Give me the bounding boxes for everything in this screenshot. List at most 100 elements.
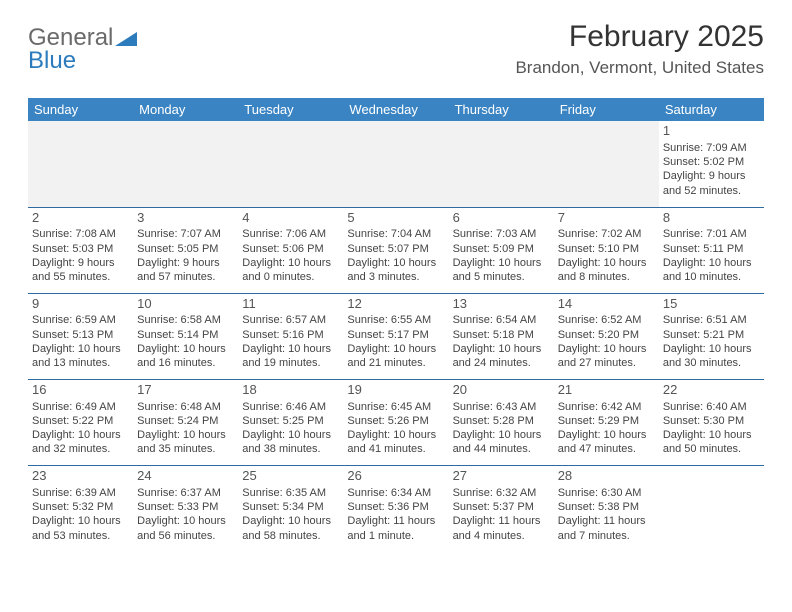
logo-word-blue: Blue [28,49,137,73]
day-number: 13 [453,296,550,313]
calendar-body: 1Sunrise: 7:09 AMSunset: 5:02 PMDaylight… [28,121,764,551]
calendar-week-row: 1Sunrise: 7:09 AMSunset: 5:02 PMDaylight… [28,121,764,207]
day-number: 27 [453,468,550,485]
calendar-week-row: 23Sunrise: 6:39 AMSunset: 5:32 PMDayligh… [28,465,764,551]
sunset-text: Sunset: 5:14 PM [137,328,234,342]
day-number: 9 [32,296,129,313]
sunset-text: Sunset: 5:38 PM [558,500,655,514]
sunset-text: Sunset: 5:03 PM [32,242,129,256]
daylight-text: and 30 minutes. [663,356,760,370]
sunset-text: Sunset: 5:11 PM [663,242,760,256]
sunset-text: Sunset: 5:33 PM [137,500,234,514]
daylight-text: Daylight: 10 hours [137,428,234,442]
sunrise-text: Sunrise: 6:40 AM [663,400,760,414]
daylight-text: and 56 minutes. [137,529,234,543]
sunset-text: Sunset: 5:36 PM [347,500,444,514]
day-number: 19 [347,382,444,399]
weekday-header: Sunday [28,98,133,121]
sunrise-text: Sunrise: 6:51 AM [663,313,760,327]
day-number: 16 [32,382,129,399]
sunrise-text: Sunrise: 7:09 AM [663,141,760,155]
daylight-text: Daylight: 11 hours [453,514,550,528]
daylight-text: and 7 minutes. [558,529,655,543]
sunrise-text: Sunrise: 7:08 AM [32,227,129,241]
weekday-header-row: Sunday Monday Tuesday Wednesday Thursday… [28,98,764,121]
daylight-text: Daylight: 9 hours [32,256,129,270]
calendar-day-cell: 13Sunrise: 6:54 AMSunset: 5:18 PMDayligh… [449,293,554,379]
daylight-text: Daylight: 10 hours [453,256,550,270]
sunset-text: Sunset: 5:30 PM [663,414,760,428]
daylight-text: and 32 minutes. [32,442,129,456]
calendar-day-cell: 5Sunrise: 7:04 AMSunset: 5:07 PMDaylight… [343,207,448,293]
daylight-text: and 1 minute. [347,529,444,543]
calendar-week-row: 9Sunrise: 6:59 AMSunset: 5:13 PMDaylight… [28,293,764,379]
calendar-day-cell: 19Sunrise: 6:45 AMSunset: 5:26 PMDayligh… [343,379,448,465]
calendar-day-cell: 18Sunrise: 6:46 AMSunset: 5:25 PMDayligh… [238,379,343,465]
daylight-text: and 0 minutes. [242,270,339,284]
sunset-text: Sunset: 5:25 PM [242,414,339,428]
daylight-text: Daylight: 10 hours [347,342,444,356]
calendar-day-cell: 22Sunrise: 6:40 AMSunset: 5:30 PMDayligh… [659,379,764,465]
sunset-text: Sunset: 5:13 PM [32,328,129,342]
daylight-text: Daylight: 10 hours [32,514,129,528]
calendar-day-cell: 21Sunrise: 6:42 AMSunset: 5:29 PMDayligh… [554,379,659,465]
daylight-text: and 47 minutes. [558,442,655,456]
daylight-text: Daylight: 10 hours [32,342,129,356]
sunset-text: Sunset: 5:21 PM [663,328,760,342]
daylight-text: and 50 minutes. [663,442,760,456]
sunrise-text: Sunrise: 7:02 AM [558,227,655,241]
calendar-day-cell: 25Sunrise: 6:35 AMSunset: 5:34 PMDayligh… [238,465,343,551]
sunset-text: Sunset: 5:17 PM [347,328,444,342]
sunset-text: Sunset: 5:07 PM [347,242,444,256]
calendar-day-cell [554,121,659,207]
daylight-text: and 41 minutes. [347,442,444,456]
daylight-text: and 24 minutes. [453,356,550,370]
daylight-text: Daylight: 10 hours [242,428,339,442]
daylight-text: and 16 minutes. [137,356,234,370]
calendar-day-cell [133,121,238,207]
sunrise-text: Sunrise: 6:52 AM [558,313,655,327]
header: General Blue February 2025 Brandon, Verm… [28,20,764,90]
calendar-day-cell: 15Sunrise: 6:51 AMSunset: 5:21 PMDayligh… [659,293,764,379]
daylight-text: and 27 minutes. [558,356,655,370]
daylight-text: Daylight: 10 hours [453,428,550,442]
day-number: 11 [242,296,339,313]
sunrise-text: Sunrise: 6:42 AM [558,400,655,414]
weekday-header: Friday [554,98,659,121]
calendar-day-cell: 17Sunrise: 6:48 AMSunset: 5:24 PMDayligh… [133,379,238,465]
daylight-text: Daylight: 10 hours [137,342,234,356]
sunrise-text: Sunrise: 6:46 AM [242,400,339,414]
daylight-text: and 57 minutes. [137,270,234,284]
sunset-text: Sunset: 5:05 PM [137,242,234,256]
calendar-week-row: 16Sunrise: 6:49 AMSunset: 5:22 PMDayligh… [28,379,764,465]
sunset-text: Sunset: 5:29 PM [558,414,655,428]
calendar-day-cell: 11Sunrise: 6:57 AMSunset: 5:16 PMDayligh… [238,293,343,379]
daylight-text: Daylight: 10 hours [242,342,339,356]
sunrise-text: Sunrise: 6:43 AM [453,400,550,414]
day-number: 1 [663,123,760,140]
day-number: 21 [558,382,655,399]
day-number: 22 [663,382,760,399]
logo: General Blue [28,26,137,73]
daylight-text: and 3 minutes. [347,270,444,284]
sunrise-text: Sunrise: 6:45 AM [347,400,444,414]
day-number: 6 [453,210,550,227]
calendar-day-cell: 26Sunrise: 6:34 AMSunset: 5:36 PMDayligh… [343,465,448,551]
calendar-day-cell: 10Sunrise: 6:58 AMSunset: 5:14 PMDayligh… [133,293,238,379]
day-number: 3 [137,210,234,227]
sunrise-text: Sunrise: 6:58 AM [137,313,234,327]
daylight-text: and 5 minutes. [453,270,550,284]
daylight-text: Daylight: 10 hours [347,256,444,270]
sunset-text: Sunset: 5:20 PM [558,328,655,342]
calendar-table: Sunday Monday Tuesday Wednesday Thursday… [28,98,764,551]
sunrise-text: Sunrise: 6:57 AM [242,313,339,327]
sunrise-text: Sunrise: 6:39 AM [32,486,129,500]
sunrise-text: Sunrise: 6:59 AM [32,313,129,327]
page-title: February 2025 [515,20,764,54]
day-number: 4 [242,210,339,227]
daylight-text: Daylight: 11 hours [558,514,655,528]
daylight-text: Daylight: 10 hours [663,256,760,270]
day-number: 7 [558,210,655,227]
sunrise-text: Sunrise: 7:06 AM [242,227,339,241]
daylight-text: and 58 minutes. [242,529,339,543]
